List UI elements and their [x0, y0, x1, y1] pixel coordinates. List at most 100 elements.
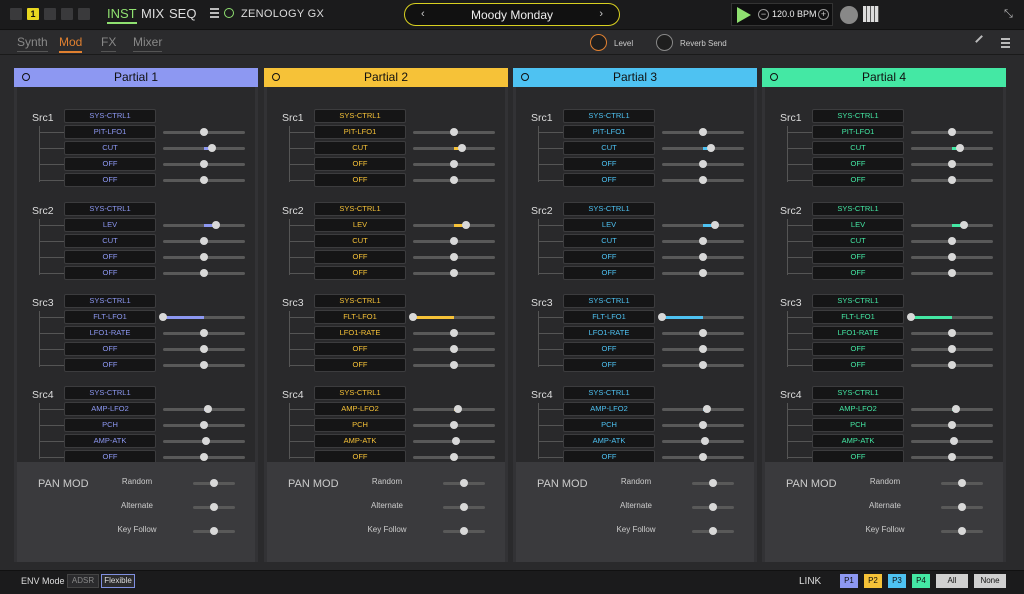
depth-slider[interactable] [911, 361, 993, 369]
destination-select[interactable]: OFF [563, 250, 655, 264]
depth-slider[interactable] [911, 405, 993, 413]
source-ctrl-select[interactable]: SYS-CTRL1 [314, 386, 406, 400]
depth-slider[interactable] [163, 361, 245, 369]
depth-slider[interactable] [911, 221, 993, 229]
destination-select[interactable]: LFO1-RATE [314, 326, 406, 340]
play-icon[interactable] [737, 7, 751, 23]
slider-thumb[interactable] [950, 437, 959, 445]
slider-thumb[interactable] [200, 128, 208, 136]
destination-select[interactable]: OFF [812, 342, 904, 356]
link-p2-button[interactable]: P2 [864, 574, 882, 588]
destination-select[interactable]: CUT [64, 141, 156, 155]
destination-select[interactable]: FLT-LFO1 [314, 310, 406, 324]
slider-thumb[interactable] [699, 345, 707, 353]
destination-select[interactable]: OFF [64, 173, 156, 187]
depth-slider[interactable] [662, 405, 744, 413]
destination-select[interactable]: AMP-ATK [563, 434, 655, 448]
tab-inst[interactable]: INST [107, 6, 137, 24]
depth-slider[interactable] [413, 176, 495, 184]
depth-slider[interactable] [911, 437, 993, 445]
destination-select[interactable]: CUT [563, 141, 655, 155]
piano-icon[interactable] [863, 6, 879, 22]
pan-mod-slider[interactable] [692, 527, 734, 535]
pan-mod-slider[interactable] [443, 503, 485, 511]
slider-thumb[interactable] [200, 329, 208, 337]
destination-select[interactable]: OFF [563, 173, 655, 187]
slider-thumb[interactable] [460, 479, 468, 487]
slider-thumb[interactable] [200, 453, 208, 461]
destination-select[interactable]: OFF [812, 173, 904, 187]
slider-thumb[interactable] [958, 527, 966, 535]
slider-thumb[interactable] [699, 269, 707, 277]
slider-thumb[interactable] [202, 437, 211, 445]
slider-thumb[interactable] [200, 160, 208, 168]
destination-select[interactable]: AMP-ATK [64, 434, 156, 448]
destination-select[interactable]: CUT [314, 234, 406, 248]
slot-button[interactable] [78, 8, 90, 20]
depth-slider[interactable] [662, 237, 744, 245]
depth-slider[interactable] [911, 421, 993, 429]
destination-select[interactable]: OFF [314, 250, 406, 264]
destination-select[interactable]: OFF [563, 342, 655, 356]
slider-thumb[interactable] [699, 128, 707, 136]
destination-select[interactable]: FLT-LFO1 [812, 310, 904, 324]
chevron-left-icon[interactable]: ‹ [421, 8, 425, 20]
slider-thumb[interactable] [450, 160, 458, 168]
slider-thumb[interactable] [952, 405, 961, 413]
slider-thumb[interactable] [159, 313, 167, 321]
destination-select[interactable]: OFF [64, 358, 156, 372]
depth-slider[interactable] [413, 361, 495, 369]
depth-slider[interactable] [163, 160, 245, 168]
keyboard-settings-icon[interactable] [840, 6, 858, 24]
source-ctrl-select[interactable]: SYS-CTRL1 [64, 109, 156, 123]
destination-select[interactable]: OFF [314, 358, 406, 372]
tab-mix[interactable]: MIX [141, 6, 165, 21]
reverb-send-knob[interactable] [656, 34, 673, 51]
depth-slider[interactable] [413, 128, 495, 136]
level-knob[interactable] [590, 34, 607, 51]
pan-mod-slider[interactable] [692, 503, 734, 511]
depth-slider[interactable] [409, 313, 495, 321]
depth-slider[interactable] [163, 237, 245, 245]
bpm-value[interactable]: 120.0 BPM [772, 9, 817, 19]
slider-thumb[interactable] [948, 128, 956, 136]
depth-slider[interactable] [413, 405, 495, 413]
env-mode-flexible-button[interactable]: Flexible [101, 574, 135, 588]
slider-thumb[interactable] [450, 453, 458, 461]
slider-thumb[interactable] [658, 313, 666, 321]
chevron-right-icon[interactable]: › [599, 8, 603, 20]
depth-slider[interactable] [413, 345, 495, 353]
slider-thumb[interactable] [709, 479, 717, 487]
slider-thumb[interactable] [707, 144, 716, 152]
depth-slider[interactable] [163, 329, 245, 337]
depth-slider[interactable] [163, 176, 245, 184]
destination-select[interactable]: LFO1-RATE [812, 326, 904, 340]
bpm-decrease-button[interactable]: − [758, 9, 769, 20]
pan-mod-slider[interactable] [941, 527, 983, 535]
slider-thumb[interactable] [409, 313, 417, 321]
depth-slider[interactable] [907, 313, 993, 321]
slider-thumb[interactable] [699, 453, 707, 461]
depth-slider[interactable] [163, 345, 245, 353]
depth-slider[interactable] [911, 269, 993, 277]
depth-slider[interactable] [662, 128, 744, 136]
depth-slider[interactable] [159, 313, 245, 321]
depth-slider[interactable] [662, 453, 744, 461]
destination-select[interactable]: OFF [563, 266, 655, 280]
depth-slider[interactable] [163, 421, 245, 429]
destination-select[interactable]: OFF [64, 342, 156, 356]
slider-thumb[interactable] [709, 503, 717, 511]
slider-thumb[interactable] [956, 144, 965, 152]
slider-thumb[interactable] [210, 479, 218, 487]
patch-selector[interactable]: ‹ Moody Monday › [404, 3, 620, 26]
destination-select[interactable]: CUT [563, 234, 655, 248]
slider-thumb[interactable] [204, 405, 213, 413]
slider-thumb[interactable] [200, 253, 208, 261]
destination-select[interactable]: OFF [812, 266, 904, 280]
depth-slider[interactable] [658, 313, 744, 321]
depth-slider[interactable] [662, 361, 744, 369]
destination-select[interactable]: OFF [812, 250, 904, 264]
bpm-increase-button[interactable]: + [818, 9, 829, 20]
pan-mod-slider[interactable] [692, 479, 734, 487]
link-p4-button[interactable]: P4 [912, 574, 930, 588]
